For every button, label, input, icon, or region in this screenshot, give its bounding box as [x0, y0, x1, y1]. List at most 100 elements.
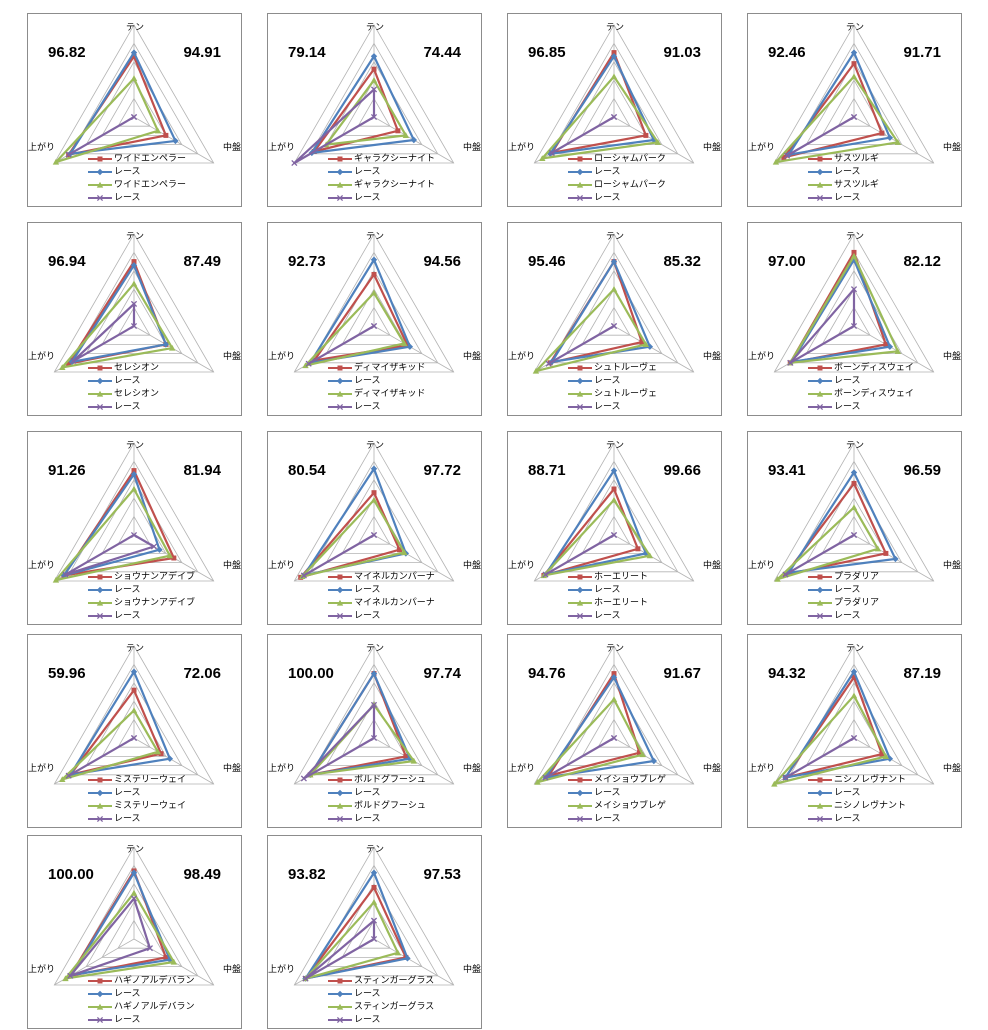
- radar-grid-ring: [597, 718, 631, 748]
- radar-series-line: [69, 51, 177, 155]
- radar-data-point: [850, 113, 858, 121]
- radar-grid-ring: [565, 269, 663, 355]
- legend-item: ギャラクシーナイト: [328, 179, 435, 192]
- chart-legend: ボルドグフーシュ レース ボルドグフーシュ レース: [328, 774, 426, 826]
- axis-label-chuban: 中盤: [462, 764, 481, 774]
- right-score: 97.72: [423, 462, 461, 479]
- legend-swatch: [568, 599, 592, 606]
- radar-data-point: [170, 958, 178, 965]
- radar-data-point: [163, 954, 169, 960]
- legend-label: マイネルカンパーナ: [354, 572, 435, 582]
- radar-data-point: [371, 66, 377, 72]
- radar-data-point: [300, 775, 307, 782]
- radar-series-line: [72, 302, 136, 363]
- radar-grid-ring: [85, 882, 183, 968]
- legend-swatch: [88, 789, 112, 796]
- radar-grid-ring: [293, 645, 455, 785]
- chart-legend: ディマイザキッド レース ディマイザキッド レース: [328, 362, 425, 414]
- right-score: 91.03: [663, 44, 701, 61]
- left-score: 97.00: [768, 253, 806, 270]
- legend-swatch: [568, 777, 592, 782]
- legend-label: ディマイザキッド: [354, 389, 426, 399]
- radar-series-line: [534, 288, 647, 373]
- legend-swatch: [328, 1016, 352, 1023]
- radar-data-point: [850, 286, 858, 293]
- radar-data-point: [163, 132, 169, 138]
- radar-data-point: [874, 545, 882, 552]
- legend-label: レース: [594, 402, 621, 412]
- radar-chart-svg: [52, 442, 215, 583]
- legend-swatch: [808, 777, 832, 782]
- right-score: 72.06: [183, 665, 221, 682]
- radar-grid-ring: [293, 442, 455, 582]
- legend-item: レース: [808, 610, 879, 623]
- radar-axis-spoke: [373, 534, 454, 582]
- radar-grid-ring: [341, 901, 407, 958]
- legend-item: レース: [808, 787, 906, 800]
- legend-item: レース: [88, 192, 186, 205]
- radar-chart-panel: テン 中盤 上がり 95.46 85.32 シュトルーヴェ レース シュトルーヴェ レース: [507, 222, 722, 416]
- radar-grid-ring: [549, 460, 679, 573]
- radar-data-point: [130, 113, 138, 121]
- radar-series-line: [64, 891, 175, 980]
- axis-label-chuban: 中盤: [462, 965, 481, 975]
- radar-chart-panel: テン 中盤 上がり 93.41 96.59 プラダリア レース プラダリア レース: [747, 431, 962, 625]
- radar-data-point: [171, 555, 177, 561]
- legend-label: ローシャムパーク: [594, 180, 666, 190]
- radar-series-line: [782, 62, 883, 159]
- radar-data-point: [130, 485, 138, 492]
- chart-legend: シュトルーヴェ レース シュトルーヴェ レース: [568, 362, 657, 414]
- radar-chart-panel: テン 中盤 上がり 88.71 99.66 ホーエリート レース ホーエリート レース: [507, 431, 722, 625]
- radar-chart-panel: テン 中盤 上がり 79.14 74.44 ギャラクシーナイト レース ギャラクシーナイト レー…: [267, 13, 482, 207]
- radar-series-line: [544, 469, 647, 576]
- radar-grid-ring: [309, 663, 439, 776]
- legend-item: レース: [328, 787, 426, 800]
- radar-axis-spoke: [853, 325, 934, 373]
- chart-legend: スティンガーグラス レース スティンガーグラス レース: [328, 975, 434, 1027]
- radar-data-point: [395, 128, 401, 134]
- radar-data-point: [892, 555, 899, 563]
- radar-series-line: [774, 75, 899, 164]
- legend-label: レース: [594, 376, 621, 386]
- axis-label-ten: テン: [846, 232, 865, 242]
- axis-label-agari: 上がり: [28, 561, 56, 571]
- radar-data-point: [52, 158, 60, 165]
- legend-swatch: [88, 586, 112, 593]
- legend-item: ギャラクシーナイト: [328, 153, 435, 166]
- radar-data-point: [130, 531, 138, 539]
- axis-label-ten: テン: [126, 644, 145, 654]
- radar-data-point: [66, 361, 72, 367]
- radar-chart-svg: [53, 233, 215, 373]
- radar-data-point: [851, 674, 857, 680]
- legend-label: レース: [354, 167, 381, 177]
- legend-swatch: [328, 1003, 352, 1010]
- radar-series-line: [784, 482, 887, 576]
- radar-data-point: [299, 573, 306, 579]
- axis-label-ten: テン: [366, 845, 385, 855]
- radar-data-point: [610, 531, 618, 539]
- radar-chart-svg: [293, 645, 455, 785]
- legend-item: レース: [568, 375, 657, 388]
- chart-legend: セレシオン レース セレシオン レース: [88, 362, 159, 414]
- axis-label-ten: テン: [846, 644, 865, 654]
- radar-series-line: [301, 498, 406, 578]
- radar-series-line: [64, 533, 156, 576]
- radar-series-line: [310, 55, 415, 154]
- radar-data-point: [639, 751, 646, 758]
- radar-data-point: [643, 132, 649, 138]
- radar-grid-ring: [533, 233, 695, 373]
- axis-label-chuban: 中盤: [702, 561, 721, 571]
- chart-legend: ハギノアルデバラン レース ハギノアルデバラン レース: [88, 975, 195, 1027]
- radar-data-point: [539, 155, 546, 161]
- radar-data-point: [635, 546, 641, 552]
- chart-legend: サスツルギ レース サスツルギ レース: [808, 153, 879, 205]
- legend-swatch: [808, 156, 832, 161]
- axis-label-agari: 上がり: [748, 143, 776, 153]
- radar-data-point: [850, 49, 858, 56]
- axis-label-ten: テン: [366, 644, 385, 654]
- left-score: 59.96: [48, 665, 86, 682]
- axis-label-agari: 上がり: [268, 561, 296, 571]
- radar-series-line: [69, 670, 171, 776]
- radar-data-point: [646, 343, 654, 350]
- radar-data-point: [70, 357, 77, 365]
